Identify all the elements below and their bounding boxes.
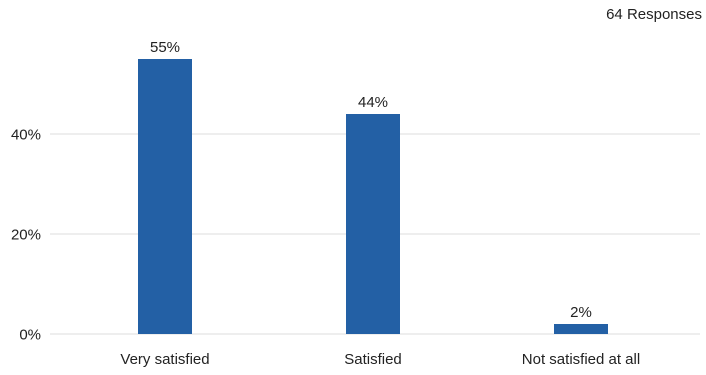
bar-value-label: 44% [358,94,388,111]
x-tick-label: Satisfied [344,351,402,368]
bar-not-satisfied-at-all [554,324,608,334]
value-labels: 55% 44% 2% [150,39,592,321]
y-tick-label: 20% [11,227,41,244]
y-tick-label: 40% [11,127,41,144]
y-tick-label: 0% [19,327,41,344]
bars [138,59,608,334]
x-tick-label: Not satisfied at all [522,351,640,368]
bar-value-label: 2% [570,304,592,321]
x-tick-label: Very satisfied [120,351,209,368]
bar-value-label: 55% [150,39,180,56]
responses-count: 64 Responses [606,6,702,23]
y-axis-tick-labels: 0% 20% 40% [11,127,41,344]
x-axis-tick-labels: Very satisfied Satisfied Not satisfied at … [120,351,640,368]
bar-very-satisfied [138,59,192,334]
bar-satisfied [346,114,400,334]
